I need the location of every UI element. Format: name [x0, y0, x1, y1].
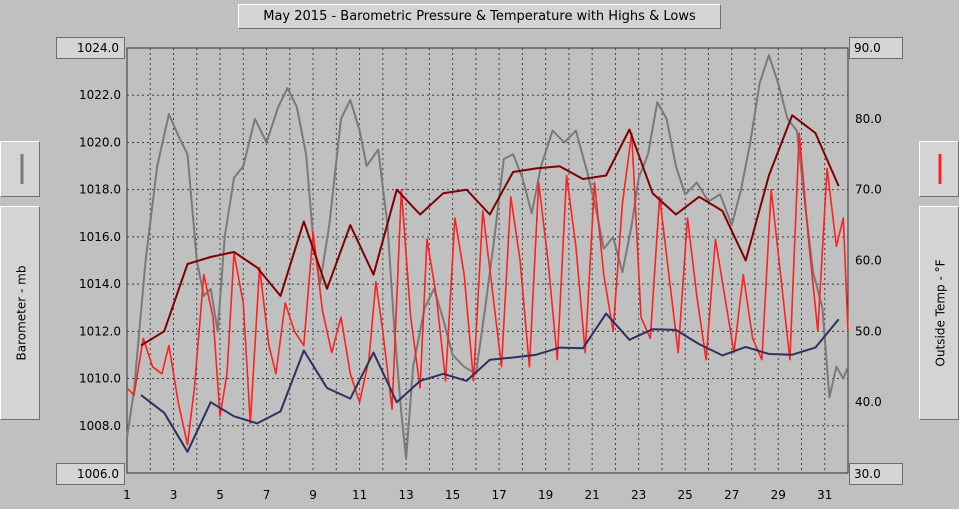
x-tick-label: 1 [123, 488, 131, 502]
left-tick-label: 1014.0 [79, 277, 121, 291]
x-tick-label: 21 [585, 488, 600, 502]
temperature-lows-line [140, 312, 840, 453]
barometer-legend [0, 141, 40, 197]
left-tick-label: 1018.0 [79, 183, 121, 197]
x-tick-label: 31 [817, 488, 832, 502]
right-axis-max: 90.0 [849, 37, 903, 59]
chart-title-box: May 2015 - Barometric Pressure & Tempera… [238, 4, 721, 29]
right-tick-label: 50.0 [855, 324, 882, 338]
left-axis-max: 1024.0 [56, 37, 125, 59]
chart-title: May 2015 - Barometric Pressure & Tempera… [263, 9, 696, 24]
x-tick-label: 7 [263, 488, 271, 502]
left-tick-label: 1012.0 [79, 324, 121, 338]
left-tick-label: 1020.0 [79, 135, 121, 149]
right-tick-label: 40.0 [855, 395, 882, 409]
x-tick-label: 19 [538, 488, 553, 502]
left-tick-label: 1010.0 [79, 372, 121, 386]
left-tick-label: 1008.0 [79, 419, 121, 433]
x-tick-label: 3 [170, 488, 178, 502]
x-tick-label: 9 [309, 488, 317, 502]
temperature-highs-line [140, 114, 840, 347]
right-axis-min: 30.0 [849, 463, 903, 485]
temperature-series-line [126, 132, 849, 446]
red-line-icon [938, 154, 942, 184]
x-tick-label: 15 [445, 488, 460, 502]
barometer-axis-label-box: Barometer - mb [0, 206, 40, 420]
barometer-series-line [126, 54, 849, 460]
right-tick-label: 80.0 [855, 112, 882, 126]
left-tick-label: 1016.0 [79, 230, 121, 244]
x-tick-label: 29 [771, 488, 786, 502]
x-tick-label: 11 [352, 488, 367, 502]
x-tick-label: 23 [631, 488, 646, 502]
x-tick-label: 17 [491, 488, 506, 502]
left-tick-label: 1022.0 [79, 88, 121, 102]
left-axis-min: 1006.0 [56, 463, 125, 485]
x-tick-label: 13 [398, 488, 413, 502]
x-tick-label: 27 [724, 488, 739, 502]
right-tick-label: 60.0 [855, 254, 882, 268]
right-tick-label: 70.0 [855, 183, 882, 197]
gray-line-icon [20, 154, 24, 184]
x-tick-label: 25 [678, 488, 693, 502]
x-tick-label: 5 [216, 488, 224, 502]
